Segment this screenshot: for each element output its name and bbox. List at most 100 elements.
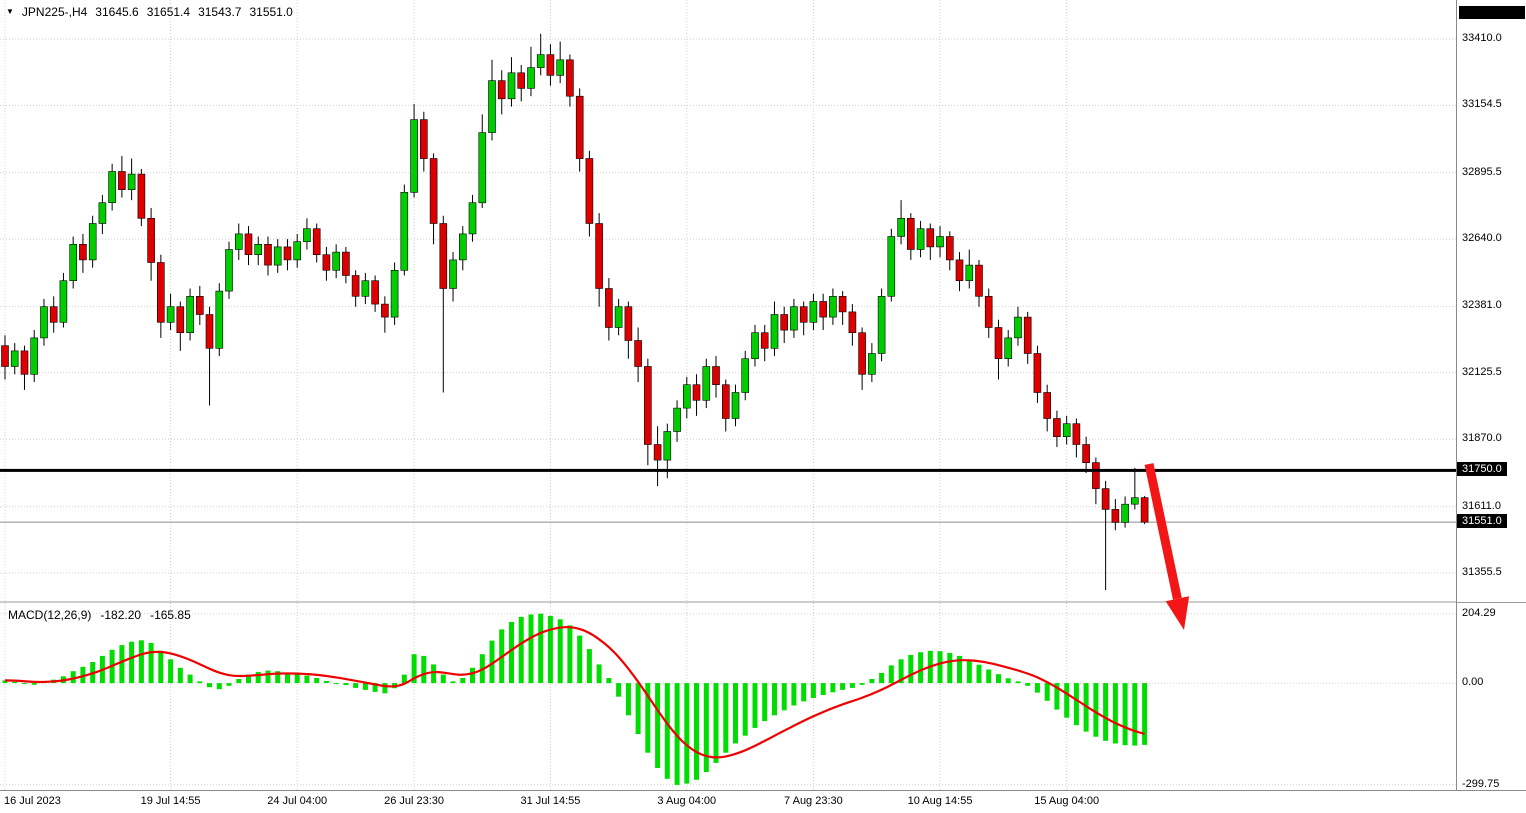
candle-body <box>536 54 545 68</box>
candle-body <box>137 173 146 219</box>
candle-body <box>293 241 302 261</box>
candle-body <box>819 301 828 318</box>
candle-body <box>215 290 224 349</box>
candle-body <box>527 67 535 89</box>
price-tick-label: 33410.0 <box>1462 31 1502 44</box>
candle-body <box>429 158 438 224</box>
candle-body <box>877 295 886 354</box>
macd-signal-line <box>4 626 1145 759</box>
candle-body <box>342 251 350 276</box>
trend-arrow[interactable] <box>1144 463 1190 630</box>
price-tick-label: 32125.5 <box>1462 365 1502 378</box>
time-axis[interactable]: 16 Jul 2023 19 Jul 14:55 24 Jul 04:00 26 Ju… <box>0 790 1526 813</box>
candle-body <box>624 306 633 341</box>
candle-body <box>410 119 418 193</box>
candle-body <box>1043 392 1051 419</box>
candle-body <box>1004 337 1013 359</box>
macd-signal-value: -165.85 <box>150 608 191 622</box>
candle-body <box>682 384 691 409</box>
candle-body <box>186 295 194 333</box>
candle-body <box>468 202 477 235</box>
candle-body <box>575 95 584 159</box>
candle-body <box>663 431 672 461</box>
candle-body <box>332 251 341 271</box>
candle-body <box>264 244 272 266</box>
candle-body <box>1092 462 1100 489</box>
candle-body <box>303 228 311 242</box>
low-value: 31543.7 <box>198 5 242 19</box>
candle-body <box>721 384 730 419</box>
macd-tick-label: -299.75 <box>1462 777 1500 790</box>
candle-body <box>848 311 857 333</box>
candle-body <box>595 223 603 289</box>
candle-body <box>166 306 175 323</box>
candle-body <box>780 314 789 331</box>
candle-body <box>478 132 487 204</box>
candle-body <box>751 332 759 360</box>
candle-body <box>955 259 964 281</box>
price-axis[interactable]: 33410.0 33154.5 32895.5 32640.0 32381.0 32125… <box>1456 0 1526 790</box>
candle-body <box>887 236 896 297</box>
candle-body <box>419 119 428 159</box>
candle-body <box>1131 497 1139 505</box>
candle-body <box>517 72 526 89</box>
candle-body <box>799 306 808 323</box>
close-value: 31551.0 <box>249 5 293 19</box>
candle-body <box>741 358 750 393</box>
candle-body <box>916 228 925 250</box>
candle-body <box>439 223 448 289</box>
candle-body <box>361 280 370 297</box>
candle-body <box>381 303 389 318</box>
candle-body <box>868 353 876 375</box>
candle-body <box>147 218 155 263</box>
candle-body <box>1072 423 1081 445</box>
macd-tick-label: 0.00 <box>1462 676 1484 689</box>
candle-body <box>984 295 993 328</box>
candle-body <box>1053 418 1061 438</box>
candle-body <box>838 295 847 313</box>
candle-body <box>235 233 243 250</box>
candle-body <box>653 444 662 461</box>
price-tick-label: 32640.0 <box>1462 232 1502 245</box>
time-tick-label: 7 Aug 23:30 <box>784 795 843 807</box>
candle-body <box>497 80 506 100</box>
candle-body <box>546 54 555 76</box>
candle-body <box>1 345 9 367</box>
candle-body <box>1023 316 1032 354</box>
candle-body <box>1082 444 1090 464</box>
open-value: 31645.6 <box>95 5 139 19</box>
candle-body <box>731 392 740 419</box>
candle-body <box>312 228 321 255</box>
candle-body <box>118 171 126 191</box>
candle-body <box>692 384 701 401</box>
candle-body <box>273 246 282 266</box>
time-tick-label: 26 Jul 23:30 <box>384 795 445 807</box>
candle-body <box>30 337 39 375</box>
price-tick-label: 32895.5 <box>1462 165 1502 178</box>
axis-corner-box <box>1459 6 1525 19</box>
candle-body <box>945 236 954 261</box>
resistance-line[interactable] <box>0 468 1456 472</box>
candle-body <box>673 407 681 432</box>
candle-body <box>634 340 642 367</box>
candle-body <box>79 244 87 261</box>
candle-body <box>994 327 1003 360</box>
candle-body <box>897 218 905 237</box>
candle-body <box>926 228 935 248</box>
candle-body <box>40 306 48 339</box>
chart-plot-area[interactable] <box>0 0 1456 790</box>
candle-body <box>371 280 379 305</box>
candle-body <box>829 295 837 318</box>
candle-body <box>322 254 331 271</box>
candle-body <box>98 202 107 224</box>
candle-body <box>488 80 496 133</box>
macd-main-value: -182.20 <box>100 608 142 622</box>
time-tick-label: 31 Jul 14:55 <box>520 795 581 807</box>
candle-body <box>643 366 652 445</box>
candle-body <box>906 218 915 250</box>
time-tick-label: 10 Aug 14:55 <box>907 795 973 807</box>
price-tick-label: 31870.0 <box>1462 432 1502 445</box>
candle-body <box>127 173 136 191</box>
candle-body <box>585 158 594 224</box>
price-tick-label: 33154.5 <box>1462 98 1502 111</box>
